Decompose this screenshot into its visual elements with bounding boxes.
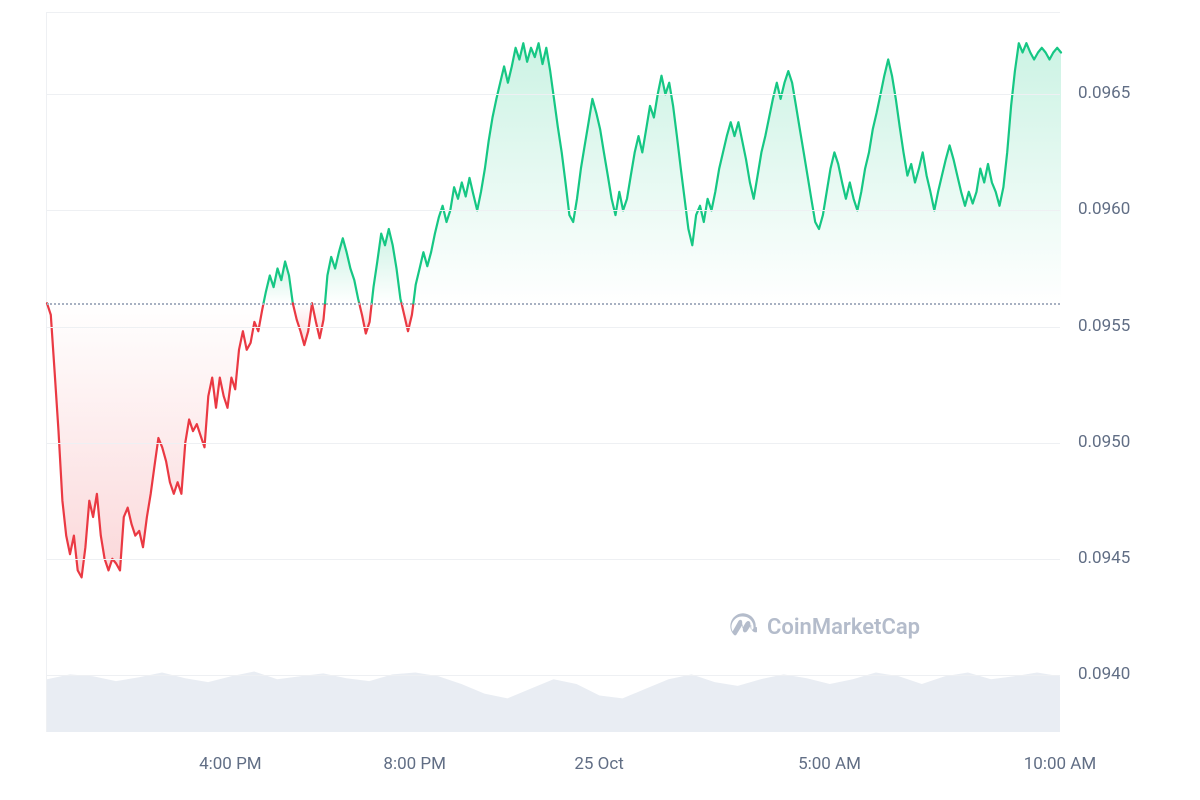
gridline (47, 675, 1060, 676)
y-axis-label: 0.0960 (1078, 199, 1130, 219)
price-chart[interactable]: CoinMarketCap 0.0940 0.0945 0.0950 0.0955 0.… (0, 0, 1200, 800)
y-axis-label: 0.0950 (1078, 432, 1130, 452)
x-axis-label: 4:00 PM (199, 754, 262, 774)
x-axis-label: 8:00 PM (383, 754, 446, 774)
x-axis-label: 5:00 AM (798, 754, 861, 774)
coinmarketcap-icon (729, 613, 757, 641)
watermark-text: CoinMarketCap (767, 615, 920, 640)
y-axis-label: 0.0955 (1078, 316, 1130, 336)
gridline (47, 443, 1060, 444)
plot-area[interactable]: CoinMarketCap (46, 12, 1060, 732)
y-axis-label: 0.0965 (1078, 83, 1130, 103)
y-axis-label: 0.0945 (1078, 548, 1130, 568)
gridline (47, 210, 1060, 211)
gridline (47, 327, 1060, 328)
gridline (47, 94, 1060, 95)
volume-svg (47, 636, 1060, 732)
x-axis-label: 25 Oct (574, 754, 623, 774)
y-axis-label: 0.0940 (1078, 664, 1130, 684)
baseline (47, 303, 1060, 305)
watermark: CoinMarketCap (729, 613, 920, 641)
volume-area (47, 636, 1060, 732)
gridline (47, 559, 1060, 560)
x-axis-label: 10:00 AM (1024, 754, 1096, 774)
